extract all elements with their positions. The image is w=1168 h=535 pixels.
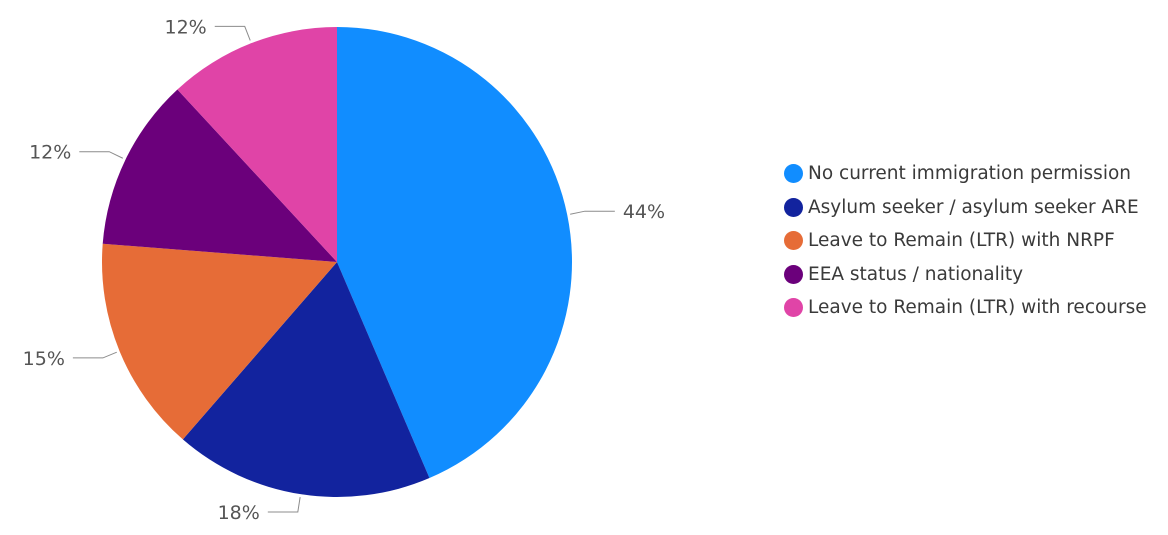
legend-swatch-icon <box>784 264 803 284</box>
pie-slices <box>101 27 572 497</box>
legend-item-ltr-with-nrpf[interactable]: Leave to Remain (LTR) with NRPF <box>784 226 1147 255</box>
data-label-4: 12% <box>29 142 71 164</box>
legend-item-eea-status[interactable]: EEA status / nationality <box>784 260 1147 289</box>
leader-line-3 <box>72 351 117 359</box>
legend-item-no-current-immigration-permission[interactable]: No current immigration permission <box>784 159 1147 188</box>
pie-slice-5[interactable] <box>177 27 337 262</box>
data-label-3: 15% <box>23 348 65 370</box>
leader-line-5 <box>214 25 251 41</box>
legend-item-asylum-seeker[interactable]: Asylum seeker / asylum seeker ARE <box>784 193 1147 222</box>
data-label-2: 18% <box>218 502 260 524</box>
legend-swatch-icon <box>784 231 803 250</box>
leader-line-4 <box>79 151 124 159</box>
legend-label: No current immigration permission <box>808 163 1132 184</box>
legend-swatch-icon <box>784 298 803 317</box>
leader-line-1 <box>570 210 615 215</box>
pie-slice-4[interactable] <box>102 89 337 262</box>
legend-item-ltr-with-recourse[interactable]: Leave to Remain (LTR) with recourse <box>784 293 1147 322</box>
legend-label: Leave to Remain (LTR) with NRPF <box>808 230 1115 251</box>
pie-slice-1[interactable] <box>337 27 572 479</box>
legend-label: Asylum seeker / asylum seeker ARE <box>808 196 1139 218</box>
data-label-1: 44% <box>623 201 665 223</box>
legend-label: Leave to Remain (LTR) with recourse <box>808 297 1147 318</box>
pie-slice-2[interactable] <box>182 262 430 497</box>
legend-label: EEA status / nationality <box>808 263 1024 285</box>
legend-swatch-icon <box>784 197 803 217</box>
pie-data-labels: 44% 18% 15% 12% 12% <box>23 16 665 524</box>
pie-leader-lines <box>72 25 615 513</box>
legend-swatch-icon <box>784 164 803 183</box>
chart-legend: No current immigration permission Asylum… <box>784 159 1147 327</box>
leader-line-2 <box>267 497 301 513</box>
pie-slice-3[interactable] <box>101 243 338 440</box>
data-label-5: 12% <box>165 16 207 38</box>
